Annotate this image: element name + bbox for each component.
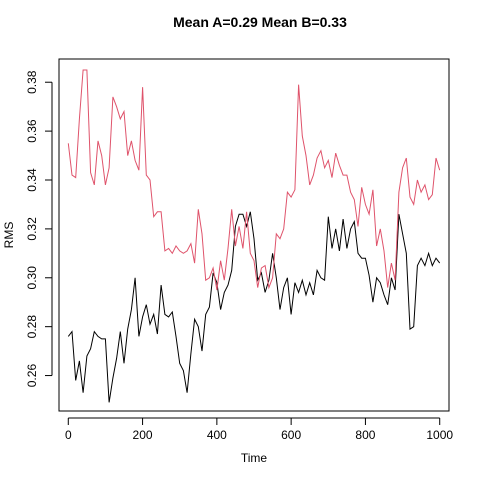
- x-tick-label: 200: [133, 428, 153, 442]
- y-tick-label: 0.38: [25, 70, 39, 94]
- y-tick-label: 0.32: [25, 217, 39, 241]
- series-line-b: [67, 69, 441, 291]
- x-tick-label: 1000: [426, 428, 453, 442]
- y-tick-label: 0.28: [25, 315, 39, 339]
- x-axis-label: Time: [241, 451, 268, 465]
- chart-title: Mean A=0.29 Mean B=0.33: [173, 14, 347, 30]
- x-tick-label: 0: [65, 428, 72, 442]
- series-line-a: [67, 211, 441, 403]
- y-tick-label: 0.30: [25, 266, 39, 290]
- x-tick-label: 800: [355, 428, 375, 442]
- y-axis-label: RMS: [2, 222, 16, 249]
- y-tick-label: 0.36: [25, 119, 39, 143]
- series-group: [67, 69, 441, 403]
- y-tick-label: 0.34: [25, 168, 39, 192]
- x-tick-label: 400: [207, 428, 227, 442]
- plot-frame: [58, 58, 450, 412]
- y-tick-label: 0.26: [25, 364, 39, 388]
- y-axis: 0.26 0.28 0.30 0.32 0.34 0.36 0.38: [25, 70, 53, 388]
- x-axis: 0 200 400 600 800 1000: [65, 417, 453, 442]
- x-tick-label: 600: [281, 428, 301, 442]
